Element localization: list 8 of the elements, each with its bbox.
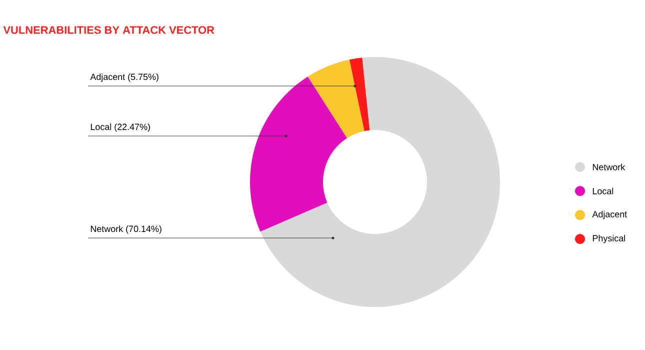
legend-label: Local	[592, 188, 614, 194]
legend-label: Network	[592, 164, 626, 170]
chart-title: VULNERABILITIES BY ATTACK VECTOR	[3, 26, 214, 34]
data-label: Adjacent (5.75%)	[90, 73, 158, 82]
data-label: Network (70.14%)	[90, 225, 162, 234]
legend-label: Adjacent	[592, 210, 628, 220]
data-label: Local (22.47%)	[90, 123, 150, 132]
legend-label: Physical	[592, 234, 625, 244]
